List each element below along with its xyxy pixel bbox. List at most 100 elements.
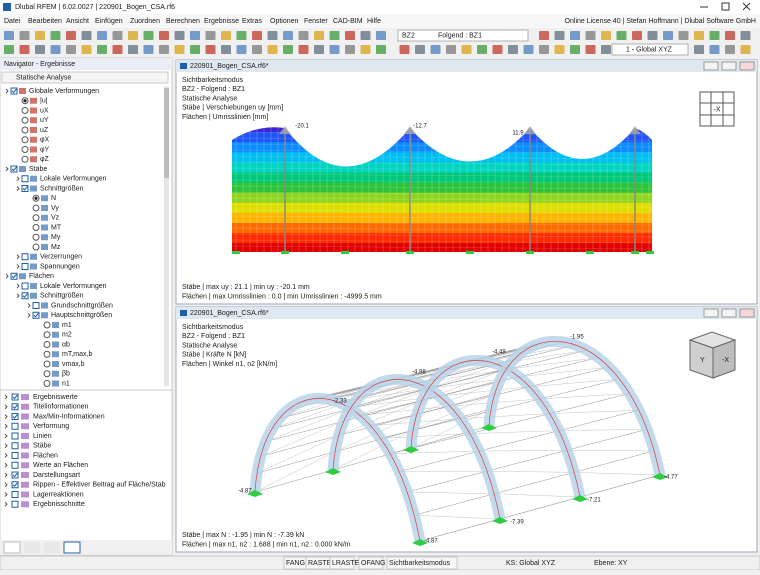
tool-button[interactable] — [268, 45, 278, 54]
tree-item[interactable]: n1 — [62, 380, 70, 387]
checkbox[interactable] — [22, 254, 28, 260]
tool-button[interactable] — [237, 31, 247, 40]
tool-button[interactable] — [97, 31, 107, 40]
tool-button[interactable] — [268, 31, 278, 40]
tree-item[interactable]: N — [51, 195, 56, 202]
tool-button[interactable] — [648, 31, 658, 40]
tree-item[interactable]: φZ — [40, 156, 50, 163]
radio-button[interactable] — [44, 342, 50, 348]
tool-button[interactable] — [539, 45, 549, 54]
tool-button[interactable] — [694, 31, 704, 40]
tool-button[interactable] — [361, 45, 371, 54]
view-close[interactable] — [740, 62, 754, 70]
tab-views[interactable] — [44, 542, 60, 553]
tool-button[interactable] — [175, 31, 185, 40]
tree-item[interactable]: Globale Verformungen — [29, 88, 99, 95]
view-restore[interactable] — [722, 309, 736, 317]
tree-item[interactable]: uX — [40, 107, 49, 114]
tool-button[interactable] — [299, 31, 309, 40]
tool-button[interactable] — [446, 45, 456, 54]
option-item[interactable]: Rippen - Effektiver Beitrag auf Fläche/S… — [33, 482, 166, 489]
status-item[interactable]: FANG — [286, 560, 305, 567]
menu-item[interactable]: Berechnen — [166, 18, 200, 25]
tree-item[interactable]: Schnittgrößen — [40, 293, 84, 300]
tool-button[interactable] — [4, 45, 14, 54]
menu-item[interactable]: Ergebnisse — [204, 18, 239, 25]
tool-button[interactable] — [159, 31, 169, 40]
tool-button[interactable] — [570, 31, 580, 40]
option-item[interactable]: Darstellungsart — [33, 472, 80, 479]
tool-button[interactable] — [237, 45, 247, 54]
tree-item[interactable]: Mz — [51, 244, 61, 251]
tool-button[interactable] — [586, 45, 596, 54]
option-item[interactable]: Titelinformationen — [33, 404, 88, 411]
option-item[interactable]: Flächen — [33, 452, 58, 459]
checkbox[interactable] — [22, 264, 28, 270]
tree-item[interactable]: My — [51, 234, 61, 241]
menu-item[interactable]: Bearbeiten — [28, 18, 62, 25]
tool-button[interactable] — [144, 31, 154, 40]
checkbox[interactable] — [12, 462, 18, 468]
tool-button[interactable] — [66, 45, 76, 54]
tool-button[interactable] — [51, 31, 61, 40]
option-item[interactable]: Stäbe — [33, 443, 51, 450]
tree-item[interactable]: Verzerrungen — [40, 254, 82, 261]
tool-button[interactable] — [128, 31, 138, 40]
status-item[interactable]: OFANG — [361, 560, 386, 567]
tool-button[interactable] — [345, 31, 355, 40]
tree-item[interactable]: Schnittgrößen — [40, 185, 84, 192]
tree-item[interactable]: Flächen — [29, 273, 54, 280]
view-tab[interactable]: 220901_Bogen_CSA.rf6* — [190, 310, 269, 317]
radio-button[interactable] — [44, 371, 50, 377]
tab-results[interactable] — [64, 542, 80, 553]
radio-button[interactable] — [33, 244, 39, 250]
tree-item[interactable]: Vz — [51, 215, 60, 222]
option-item[interactable]: Max/Min-Informationen — [33, 413, 105, 420]
status-item[interactable]: Sichtbarkeitsmodus — [389, 560, 451, 567]
tool-button[interactable] — [663, 31, 673, 40]
option-item[interactable]: Lagerreaktionen — [33, 491, 84, 498]
tree-item[interactable]: Spannungen — [40, 263, 80, 270]
tree-item[interactable]: Lokale Verformungen — [40, 283, 107, 290]
radio-button[interactable] — [33, 225, 39, 231]
tool-button[interactable] — [725, 45, 735, 54]
tool-button[interactable] — [431, 45, 441, 54]
tool-button[interactable] — [51, 45, 61, 54]
checkbox[interactable] — [12, 423, 18, 429]
option-item[interactable]: Werte an Flächen — [33, 462, 88, 469]
tool-button[interactable] — [314, 31, 324, 40]
view-minimize[interactable] — [704, 62, 718, 70]
tool-button[interactable] — [314, 45, 324, 54]
tree-item[interactable]: vmax,b — [62, 361, 85, 368]
tree-item[interactable]: Hauptschnittgrößen — [51, 312, 112, 319]
tab-display[interactable] — [24, 542, 40, 553]
tool-button[interactable] — [283, 31, 293, 40]
option-item[interactable]: Ergebnisschnitte — [33, 501, 85, 508]
menu-item[interactable]: Hilfe — [367, 18, 381, 25]
tool-button[interactable] — [144, 45, 154, 54]
checkbox[interactable] — [33, 303, 39, 309]
tool-button[interactable] — [283, 45, 293, 54]
tool-button[interactable] — [415, 45, 425, 54]
tree-item[interactable]: |u| — [40, 98, 48, 105]
tool-button[interactable] — [97, 45, 107, 54]
radio-button[interactable] — [44, 361, 50, 367]
menu-item[interactable]: CAD-BIM — [333, 18, 363, 25]
tool-button[interactable] — [82, 45, 92, 54]
option-item[interactable]: Verformung — [33, 423, 69, 430]
tool-button[interactable] — [66, 31, 76, 40]
tree-item[interactable]: uY — [40, 117, 49, 124]
tree-item[interactable]: αb — [62, 341, 70, 348]
tool-button[interactable] — [524, 45, 534, 54]
tool-button[interactable] — [555, 31, 565, 40]
tree-item[interactable]: Vy — [51, 205, 59, 212]
view-restore[interactable] — [722, 62, 736, 70]
option-item[interactable]: Linien — [33, 433, 52, 440]
radio-button[interactable] — [44, 351, 50, 357]
tool-button[interactable] — [175, 45, 185, 54]
tool-button[interactable] — [741, 45, 751, 54]
tree-item[interactable]: Grundschnittgrößen — [51, 302, 113, 309]
tree-item[interactable]: mT,max,b — [62, 351, 92, 358]
tool-button[interactable] — [400, 45, 410, 54]
tool-button[interactable] — [586, 31, 596, 40]
